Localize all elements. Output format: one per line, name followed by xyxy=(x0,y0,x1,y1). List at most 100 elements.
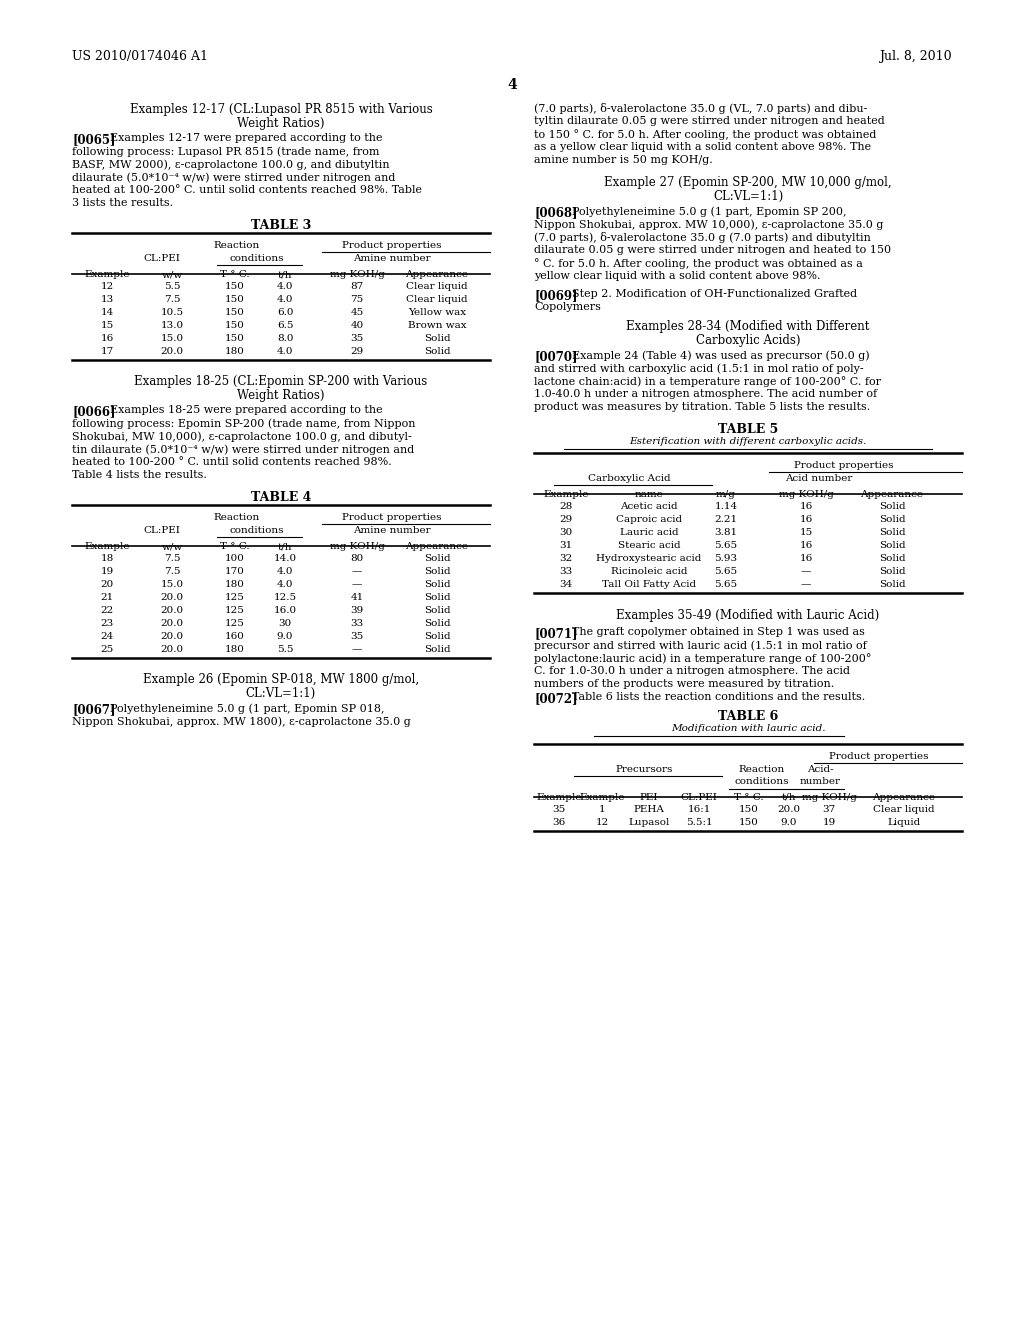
Text: [0067]: [0067] xyxy=(72,704,116,715)
Text: 125: 125 xyxy=(225,619,245,628)
Text: Table 4 lists the results.: Table 4 lists the results. xyxy=(72,470,207,480)
Text: 15: 15 xyxy=(100,321,114,330)
Text: 150: 150 xyxy=(225,308,245,317)
Text: TABLE 3: TABLE 3 xyxy=(251,219,311,232)
Text: T ° C.: T ° C. xyxy=(220,543,250,550)
Text: Precursors: Precursors xyxy=(615,766,673,774)
Text: Reaction: Reaction xyxy=(739,766,785,774)
Text: 35: 35 xyxy=(350,632,364,642)
Text: —: — xyxy=(352,645,362,653)
Text: Examples 35-49 (Modified with Lauric Acid): Examples 35-49 (Modified with Lauric Aci… xyxy=(616,609,880,622)
Text: The graft copolymer obtained in Step 1 was used as: The graft copolymer obtained in Step 1 w… xyxy=(572,627,865,638)
Text: Examples 12-17 (CL:Lupasol PR 8515 with Various: Examples 12-17 (CL:Lupasol PR 8515 with … xyxy=(130,103,432,116)
Text: Examples 12-17 were prepared according to the: Examples 12-17 were prepared according t… xyxy=(110,133,383,143)
Text: 41: 41 xyxy=(350,593,364,602)
Text: 5.5: 5.5 xyxy=(164,282,180,290)
Text: Polyethyleneimine 5.0 g (1 part, Epomin SP 018,: Polyethyleneimine 5.0 g (1 part, Epomin … xyxy=(110,704,384,714)
Text: 20.0: 20.0 xyxy=(161,632,183,642)
Text: Product properties: Product properties xyxy=(342,513,441,521)
Text: Carboxylic Acids): Carboxylic Acids) xyxy=(695,334,800,347)
Text: Product properties: Product properties xyxy=(342,242,441,249)
Text: 40: 40 xyxy=(350,321,364,330)
Text: —: — xyxy=(801,579,811,589)
Text: 7.5: 7.5 xyxy=(164,294,180,304)
Text: Solid: Solid xyxy=(879,502,905,511)
Text: ° C. for 5.0 h. After cooling, the product was obtained as a: ° C. for 5.0 h. After cooling, the produ… xyxy=(534,257,863,269)
Text: to 150 ° C. for 5.0 h. After cooling, the product was obtained: to 150 ° C. for 5.0 h. After cooling, th… xyxy=(534,129,877,140)
Text: 1.14: 1.14 xyxy=(715,502,737,511)
Text: tyltin dilaurate 0.05 g were stirred under nitrogen and heated: tyltin dilaurate 0.05 g were stirred und… xyxy=(534,116,885,125)
Text: 1: 1 xyxy=(599,805,605,814)
Text: 30: 30 xyxy=(559,528,572,537)
Text: Ricinoleic acid: Ricinoleic acid xyxy=(610,568,687,576)
Text: 14.0: 14.0 xyxy=(273,554,297,564)
Text: 29: 29 xyxy=(559,515,572,524)
Text: 1.0-40.0 h under a nitrogen atmosphere. The acid number of: 1.0-40.0 h under a nitrogen atmosphere. … xyxy=(534,389,878,399)
Text: Esterification with different carboxylic acids.: Esterification with different carboxylic… xyxy=(630,437,866,446)
Text: 3 lists the results.: 3 lists the results. xyxy=(72,198,173,209)
Text: 32: 32 xyxy=(559,554,572,564)
Text: Hydroxystearic acid: Hydroxystearic acid xyxy=(596,554,701,564)
Text: Appearance: Appearance xyxy=(860,490,924,499)
Text: 20: 20 xyxy=(100,579,114,589)
Text: 5.65: 5.65 xyxy=(715,579,737,589)
Text: 30: 30 xyxy=(279,619,292,628)
Text: 18: 18 xyxy=(100,554,114,564)
Text: Weight Ratios): Weight Ratios) xyxy=(238,117,325,129)
Text: lactone chain:acid) in a temperature range of 100-200° C. for: lactone chain:acid) in a temperature ran… xyxy=(534,376,881,387)
Text: 20.0: 20.0 xyxy=(161,606,183,615)
Text: 24: 24 xyxy=(100,632,114,642)
Text: 17: 17 xyxy=(100,347,114,356)
Text: 5.5: 5.5 xyxy=(276,645,293,653)
Text: 180: 180 xyxy=(225,645,245,653)
Text: Step 2. Modification of OH-Functionalized Grafted: Step 2. Modification of OH-Functionalize… xyxy=(572,289,857,300)
Text: 4.0: 4.0 xyxy=(276,579,293,589)
Text: Acid number: Acid number xyxy=(785,474,853,483)
Text: Solid: Solid xyxy=(424,579,451,589)
Text: Solid: Solid xyxy=(879,554,905,564)
Text: 16: 16 xyxy=(800,541,813,550)
Text: 150: 150 xyxy=(739,818,759,828)
Text: Solid: Solid xyxy=(424,334,451,343)
Text: Solid: Solid xyxy=(424,593,451,602)
Text: Clear liquid: Clear liquid xyxy=(873,805,935,814)
Text: Solid: Solid xyxy=(424,554,451,564)
Text: TABLE 4: TABLE 4 xyxy=(251,491,311,504)
Text: Example 26 (Epomin SP-018, MW 1800 g/mol,: Example 26 (Epomin SP-018, MW 1800 g/mol… xyxy=(143,673,419,686)
Text: [0071]: [0071] xyxy=(534,627,578,640)
Text: 19: 19 xyxy=(100,568,114,576)
Text: 28: 28 xyxy=(559,502,572,511)
Text: CL:VL=1:1): CL:VL=1:1) xyxy=(713,190,783,203)
Text: Amine number: Amine number xyxy=(353,525,431,535)
Text: conditions: conditions xyxy=(229,525,285,535)
Text: 6.5: 6.5 xyxy=(276,321,293,330)
Text: precursor and stirred with lauric acid (1.5:1 in mol ratio of: precursor and stirred with lauric acid (… xyxy=(534,640,866,651)
Text: mg KOH/g: mg KOH/g xyxy=(330,543,384,550)
Text: w/w: w/w xyxy=(162,543,182,550)
Text: w/w: w/w xyxy=(162,271,182,279)
Text: and stirred with carboxylic acid (1.5:1 in mol ratio of poly-: and stirred with carboxylic acid (1.5:1 … xyxy=(534,363,863,374)
Text: 8.0: 8.0 xyxy=(276,334,293,343)
Text: Solid: Solid xyxy=(879,515,905,524)
Text: number: number xyxy=(800,777,841,785)
Text: 150: 150 xyxy=(225,294,245,304)
Text: t/h: t/h xyxy=(781,793,797,803)
Text: 9.0: 9.0 xyxy=(780,818,798,828)
Text: 20.0: 20.0 xyxy=(161,619,183,628)
Text: mg KOH/g: mg KOH/g xyxy=(778,490,834,499)
Text: 33: 33 xyxy=(559,568,572,576)
Text: Acetic acid: Acetic acid xyxy=(621,502,678,511)
Text: 6.0: 6.0 xyxy=(276,308,293,317)
Text: Lupasol: Lupasol xyxy=(629,818,670,828)
Text: Example 27 (Epomin SP-200, MW 10,000 g/mol,: Example 27 (Epomin SP-200, MW 10,000 g/m… xyxy=(604,176,892,189)
Text: t/h: t/h xyxy=(278,271,292,279)
Text: numbers of the products were measured by titration.: numbers of the products were measured by… xyxy=(534,678,835,689)
Text: 16: 16 xyxy=(100,334,114,343)
Text: 160: 160 xyxy=(225,632,245,642)
Text: yellow clear liquid with a solid content above 98%.: yellow clear liquid with a solid content… xyxy=(534,271,820,281)
Text: Solid: Solid xyxy=(424,347,451,356)
Text: 33: 33 xyxy=(350,619,364,628)
Text: following process: Epomin SP-200 (trade name, from Nippon: following process: Epomin SP-200 (trade … xyxy=(72,418,416,429)
Text: 125: 125 xyxy=(225,606,245,615)
Text: (7.0 parts), δ-valerolactone 35.0 g (7.0 parts) and dibutyltin: (7.0 parts), δ-valerolactone 35.0 g (7.0… xyxy=(534,232,870,243)
